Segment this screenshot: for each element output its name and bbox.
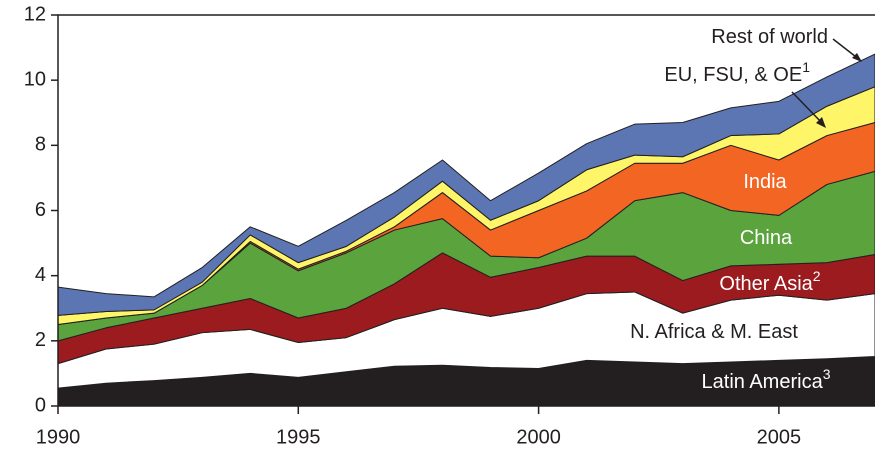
label-text: Latin America xyxy=(702,371,824,393)
series-label: Latin America3 xyxy=(702,366,831,394)
area xyxy=(57,53,875,316)
series-label: Other Asia2 xyxy=(719,268,820,296)
series-label: India xyxy=(743,171,787,193)
arrow xyxy=(791,91,824,125)
label-note: 2 xyxy=(813,268,821,284)
areas xyxy=(57,53,875,407)
series-label: China xyxy=(740,227,793,249)
y-tick-label: 4 xyxy=(35,264,46,286)
arrow-head xyxy=(816,117,826,128)
series-label: EU, FSU, & OE1 xyxy=(664,59,810,87)
label-text: Rest of world xyxy=(711,26,828,48)
y-tick-label: 0 xyxy=(35,394,46,416)
x-tick-label: 1990 xyxy=(36,426,81,448)
x-tick-label: 2005 xyxy=(757,426,802,448)
series-label: Rest of world xyxy=(711,26,828,48)
arrow-head xyxy=(852,53,862,62)
y-tick-label: 6 xyxy=(35,199,46,221)
label-note: 3 xyxy=(823,366,831,382)
label-text: China xyxy=(740,227,793,249)
y-tick-label: 8 xyxy=(35,134,46,156)
y-tick-label: 10 xyxy=(24,68,46,90)
y-tick-label: 2 xyxy=(35,329,46,351)
x-tick-label: 2000 xyxy=(516,426,561,448)
series-label: N. Africa & M. East xyxy=(630,321,798,343)
label-text: Other Asia xyxy=(719,273,813,295)
label-text: EU, FSU, & OE xyxy=(664,64,802,86)
x-tick-label: 1995 xyxy=(276,426,321,448)
label-note: 1 xyxy=(802,59,810,75)
label-text: N. Africa & M. East xyxy=(630,321,798,343)
y-tick-label: 12 xyxy=(24,3,46,25)
label-text: India xyxy=(743,171,787,193)
